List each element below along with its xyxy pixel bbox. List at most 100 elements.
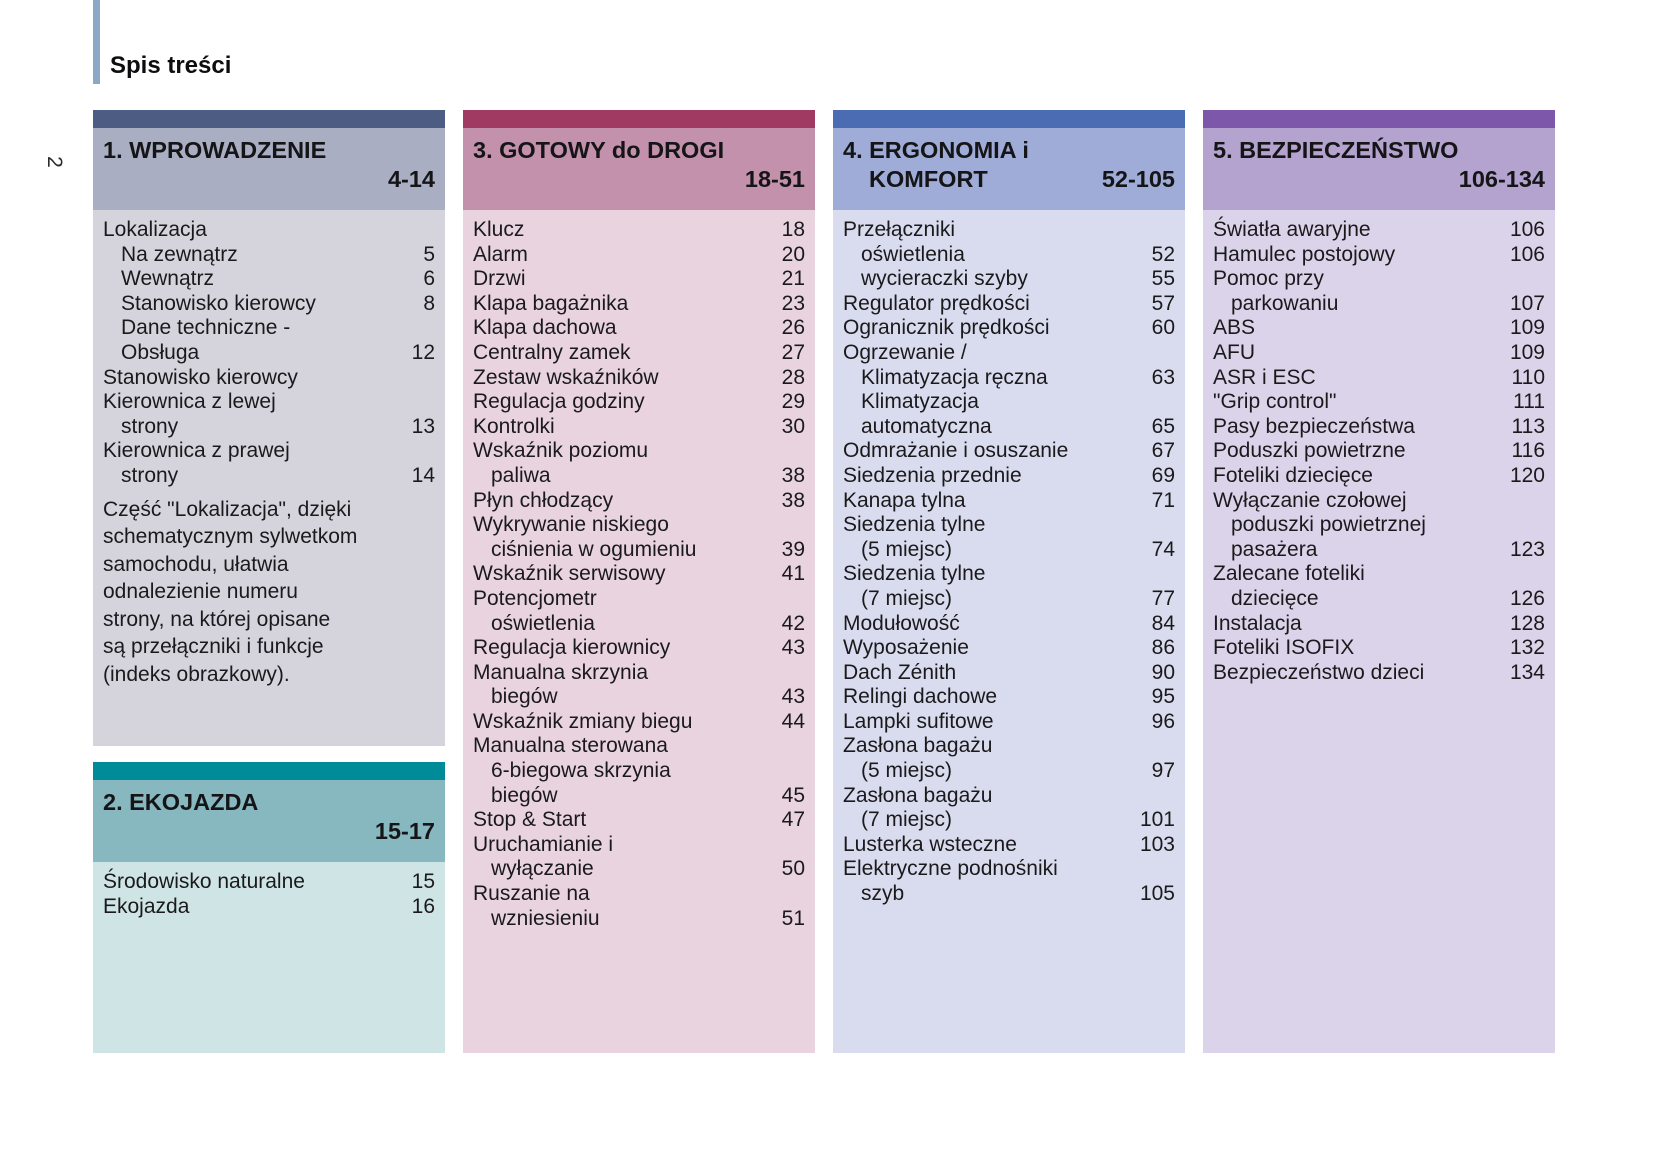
toc-entry-label: Klucz xyxy=(473,218,525,241)
section-page-range: 18-51 xyxy=(744,166,805,192)
toc-entry: (5 miejsc) 74 xyxy=(843,538,1175,563)
toc-entry-label: Foteliki ISOFIX xyxy=(1213,636,1355,660)
toc-entry: Ekojazda 16 xyxy=(103,895,435,920)
toc-entry: Dach Zénith 90 xyxy=(843,661,1175,686)
section-page-range: 106-134 xyxy=(1458,166,1545,192)
toc-entry: Pasy bezpieczeństwa 113 xyxy=(1213,415,1545,440)
toc-entry-label: Środowisko naturalne xyxy=(103,870,305,893)
toc-entry-label: strony xyxy=(121,414,179,438)
toc-entry: oświetlenia 52 xyxy=(843,243,1175,268)
toc-entry: ABS 109 xyxy=(1213,316,1545,341)
toc-entry: Wskaźnik zmiany biegu 44 xyxy=(473,710,805,735)
toc-entry: automatyczna 65 xyxy=(843,415,1175,440)
section-header: 4. ERGONOMIA i KOMFORT 52-105 xyxy=(833,128,1185,210)
section-top-bar xyxy=(463,110,815,128)
toc-entry: oświetlenia 42 xyxy=(473,612,805,637)
section-ekojazda: 2. EKOJAZDA 15-17 Środowisko naturalne 15… xyxy=(93,762,445,1053)
toc-entry: Relingi dachowe 95 xyxy=(843,685,1175,710)
toc-entry-label: Klapa bagażnika xyxy=(473,291,629,315)
toc-entry-label: Stanowisko kierowcy xyxy=(121,291,316,315)
toc-entry: AFU 109 xyxy=(1213,341,1545,366)
toc-entry-label: Pomoc przy xyxy=(1213,267,1324,291)
toc-entry-label: Siedzenia tylne xyxy=(843,562,986,586)
toc-entry-page: 107 xyxy=(1509,291,1545,315)
toc-entry-label: Zestaw wskaźników xyxy=(473,365,659,389)
toc-entry-label: Przełączniki xyxy=(843,218,956,241)
section-bezpieczenstwo: 5. BEZPIECZEŃSTWO 106-134 Światła awaryj… xyxy=(1203,110,1555,1053)
toc-entry: Klimatyzacja ręczna 63 xyxy=(843,366,1175,391)
section-content: Klucz 18 Alarm 20 Drzwi 21 Klapa bagażnika 23 Kl… xyxy=(463,210,815,1053)
toc-entry-label: (5 miejsc) xyxy=(861,759,953,783)
section-content: Środowisko naturalne 15 Ekojazda 16 xyxy=(93,862,445,1053)
toc-entry: Instalacja 128 xyxy=(1213,612,1545,637)
toc-note: Część "Lokalizacja", dzięki schematyczny… xyxy=(103,497,358,686)
toc-entry-label: Ekojazda xyxy=(103,894,190,918)
toc-entry-page: 14 xyxy=(411,463,435,487)
toc-entry-page: 43 xyxy=(781,636,805,660)
toc-entry-label: Kanapa tylna xyxy=(843,488,966,512)
toc-entry-page: 67 xyxy=(1151,439,1175,463)
toc-entry-page: 38 xyxy=(781,488,805,512)
toc-entry: Środowisko naturalne 15 xyxy=(103,870,435,895)
toc-entry-label: Na zewnątrz xyxy=(121,242,238,266)
toc-entry: Poduszki powietrzne 116 xyxy=(1213,439,1545,464)
toc-entry-page: 113 xyxy=(1511,414,1545,438)
toc-entry-label: (7 miejsc) xyxy=(861,586,953,610)
toc-entry-label: Klimatyzacja ręczna xyxy=(861,365,1048,389)
toc-entry: "Grip control" 111 xyxy=(1213,390,1545,415)
toc-entry-label: Wykrywanie niskiego xyxy=(473,513,669,537)
toc-entry: wzniesieniu 51 xyxy=(473,907,805,932)
toc-entry: Płyn chłodzący 38 xyxy=(473,489,805,514)
toc-entry-label: (5 miejsc) xyxy=(861,537,953,561)
toc-entry: Siedzenia tylne xyxy=(843,562,1175,587)
toc-entry-label: ABS xyxy=(1213,316,1256,340)
toc-entry-page: 84 xyxy=(1151,611,1175,635)
toc-entry: Bezpieczeństwo dzieci 134 xyxy=(1213,661,1545,686)
toc-entry: Ogranicznik prędkości 60 xyxy=(843,316,1175,341)
toc-entry-page: 13 xyxy=(411,414,435,438)
toc-entry-label: biegów xyxy=(491,685,558,709)
toc-entry: Zestaw wskaźników 28 xyxy=(473,366,805,391)
section-wprowadzenie: 1. WPROWADZENIE 4-14 Lokalizacja Na zewną… xyxy=(93,110,445,746)
toc-entry-page: 134 xyxy=(1509,660,1545,684)
toc-entry-label: Modułowość xyxy=(843,611,960,635)
toc-entry-label: Potencjometr xyxy=(473,586,597,610)
toc-entry-page: 116 xyxy=(1511,439,1545,463)
toc-entry-label: "Grip control" xyxy=(1213,390,1337,414)
toc-entry-label: parkowaniu xyxy=(1231,291,1339,315)
toc-entry-label: Światła awaryjne xyxy=(1213,218,1371,241)
toc-entry-label: Wskaźnik serwisowy xyxy=(473,562,666,586)
toc-entry: (7 miejsc) 101 xyxy=(843,808,1175,833)
toc-entry: poduszki powietrznej xyxy=(1213,513,1545,538)
toc-entry: Wskaźnik serwisowy 41 xyxy=(473,562,805,587)
toc-entry-label: Ogranicznik prędkości xyxy=(843,316,1050,340)
toc-entry-page: 77 xyxy=(1151,586,1175,610)
toc-entry: Kanapa tylna 71 xyxy=(843,489,1175,514)
toc-entry-page: 26 xyxy=(781,316,805,340)
toc-entry: ASR i ESC 110 xyxy=(1213,366,1545,391)
toc-entry: biegów 45 xyxy=(473,784,805,809)
toc-entry-label: wycieraczki szyby xyxy=(861,267,1028,291)
toc-entry: Modułowość 84 xyxy=(843,612,1175,637)
toc-entry: Stanowisko kierowcy 8 xyxy=(103,292,435,317)
toc-entry-label: Centralny zamek xyxy=(473,340,631,364)
toc-entry-page: 60 xyxy=(1151,316,1175,340)
toc-entry-label: Manualna skrzynia xyxy=(473,660,649,684)
section-top-bar xyxy=(93,110,445,128)
toc-entry-label: oświetlenia xyxy=(491,611,595,635)
toc-entry-page: 128 xyxy=(1509,611,1545,635)
toc-entry-label: Relingi dachowe xyxy=(843,685,998,709)
toc-entry: Pomoc przy xyxy=(1213,267,1545,292)
toc-entry-page: 120 xyxy=(1509,463,1545,487)
toc-entry-page: 27 xyxy=(781,340,805,364)
toc-entry: Na zewnątrz 5 xyxy=(103,243,435,268)
toc-entry: Wskaźnik poziomu xyxy=(473,439,805,464)
toc-entry-page: 57 xyxy=(1151,291,1175,315)
toc-entry: Odmrażanie i osuszanie 67 xyxy=(843,439,1175,464)
toc-entry-label: Wyposażenie xyxy=(843,636,969,660)
toc-entry-label: Lusterka wsteczne xyxy=(843,832,1017,856)
toc-entry-label: Wewnątrz xyxy=(121,267,214,291)
toc-entry-page: 103 xyxy=(1139,832,1175,856)
toc-entry-page: 52 xyxy=(1151,242,1175,266)
